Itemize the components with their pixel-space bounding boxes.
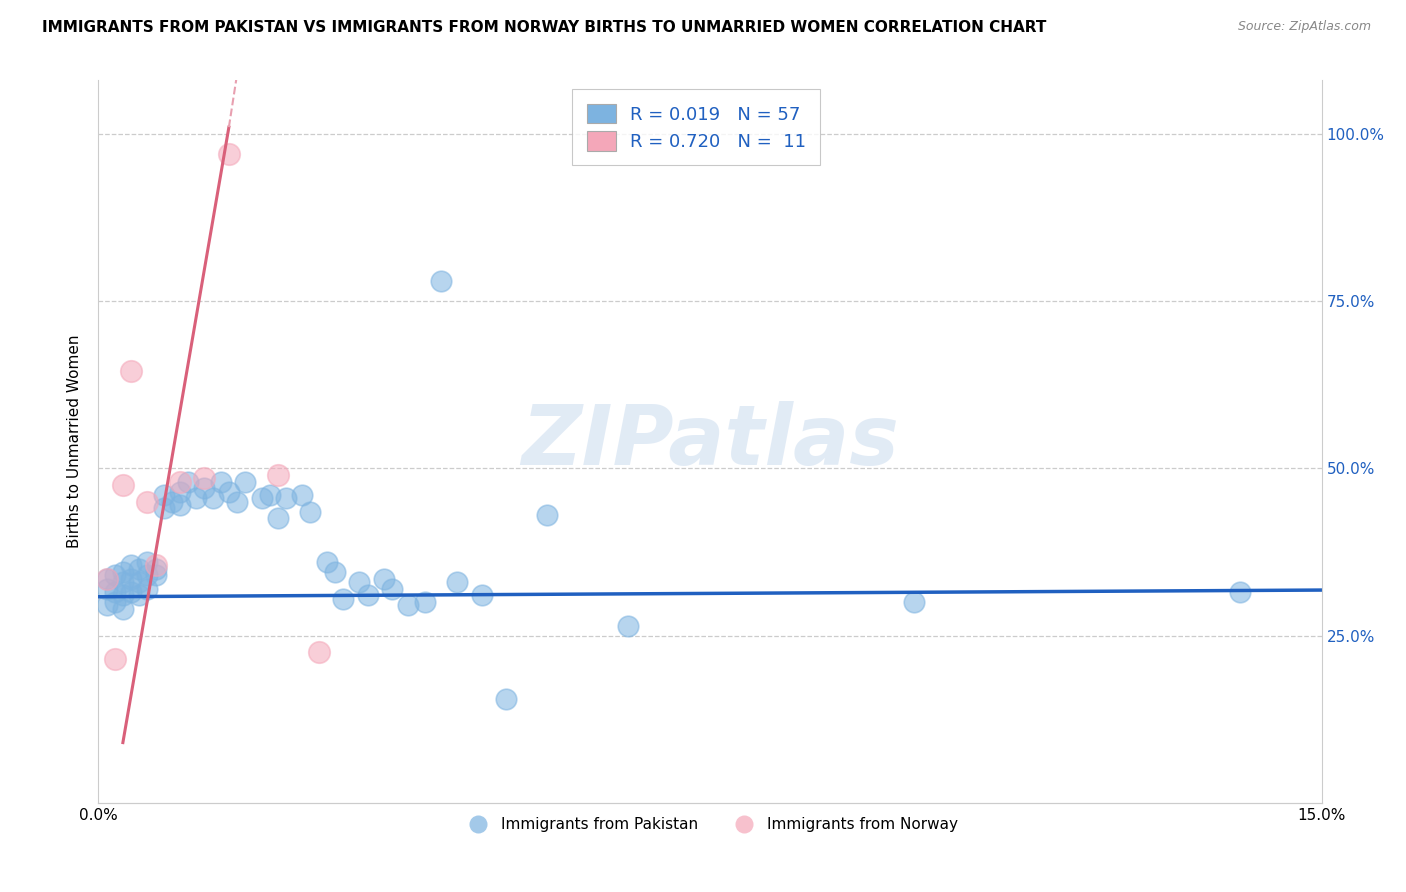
Point: [356, 589, 378, 603]
Point: [96, 572, 118, 586]
Point: [136, 494, 159, 508]
Point: [169, 484, 191, 499]
Point: [111, 589, 134, 603]
Point: [323, 565, 346, 579]
Point: [128, 589, 150, 603]
Point: [373, 572, 395, 586]
Point: [218, 484, 240, 499]
Point: [120, 572, 142, 586]
Point: [430, 274, 453, 288]
Point: [413, 595, 436, 609]
Point: [160, 494, 183, 508]
Point: [128, 562, 150, 576]
Point: [349, 575, 371, 590]
Point: [186, 491, 208, 506]
Point: [96, 599, 118, 613]
Point: [233, 475, 256, 489]
Point: [495, 692, 517, 706]
Point: [169, 498, 191, 512]
Point: [193, 471, 215, 485]
Point: [104, 652, 127, 666]
Point: [536, 508, 558, 523]
Point: [226, 494, 249, 508]
Point: [111, 565, 134, 579]
Point: [471, 589, 494, 603]
Point: [446, 575, 468, 590]
Point: [1229, 585, 1251, 599]
Point: [145, 568, 167, 582]
Point: [617, 618, 640, 632]
Point: [169, 475, 191, 489]
Point: [136, 568, 159, 582]
Point: [267, 467, 290, 482]
Point: [136, 555, 159, 569]
Legend: Immigrants from Pakistan, Immigrants from Norway: Immigrants from Pakistan, Immigrants fro…: [457, 812, 963, 838]
Text: ZIPatlas: ZIPatlas: [522, 401, 898, 482]
Point: [120, 585, 142, 599]
Point: [96, 582, 118, 596]
Point: [396, 599, 419, 613]
Point: [903, 595, 925, 609]
Point: [145, 558, 167, 573]
Point: [128, 575, 150, 590]
Point: [104, 585, 127, 599]
Point: [267, 511, 290, 525]
Point: [291, 488, 314, 502]
Point: [152, 488, 174, 502]
Point: [332, 591, 354, 606]
Point: [111, 602, 134, 616]
Point: [136, 582, 159, 596]
Point: [104, 568, 127, 582]
Point: [218, 147, 240, 161]
Text: IMMIGRANTS FROM PAKISTAN VS IMMIGRANTS FROM NORWAY BIRTHS TO UNMARRIED WOMEN COR: IMMIGRANTS FROM PAKISTAN VS IMMIGRANTS F…: [42, 20, 1046, 35]
Point: [104, 595, 127, 609]
Point: [209, 475, 232, 489]
Point: [201, 491, 224, 506]
Point: [120, 558, 142, 573]
Point: [308, 645, 330, 659]
Point: [299, 505, 322, 519]
Point: [111, 478, 134, 492]
Point: [381, 582, 404, 596]
Point: [274, 491, 297, 506]
Point: [96, 572, 118, 586]
Point: [193, 482, 215, 496]
Point: [259, 488, 281, 502]
Point: [145, 562, 167, 576]
Text: Source: ZipAtlas.com: Source: ZipAtlas.com: [1237, 20, 1371, 33]
Point: [315, 555, 337, 569]
Point: [152, 501, 174, 516]
Point: [250, 491, 273, 506]
Point: [120, 364, 142, 378]
Y-axis label: Births to Unmarried Women: Births to Unmarried Women: [67, 334, 83, 549]
Point: [177, 475, 200, 489]
Point: [111, 575, 134, 590]
